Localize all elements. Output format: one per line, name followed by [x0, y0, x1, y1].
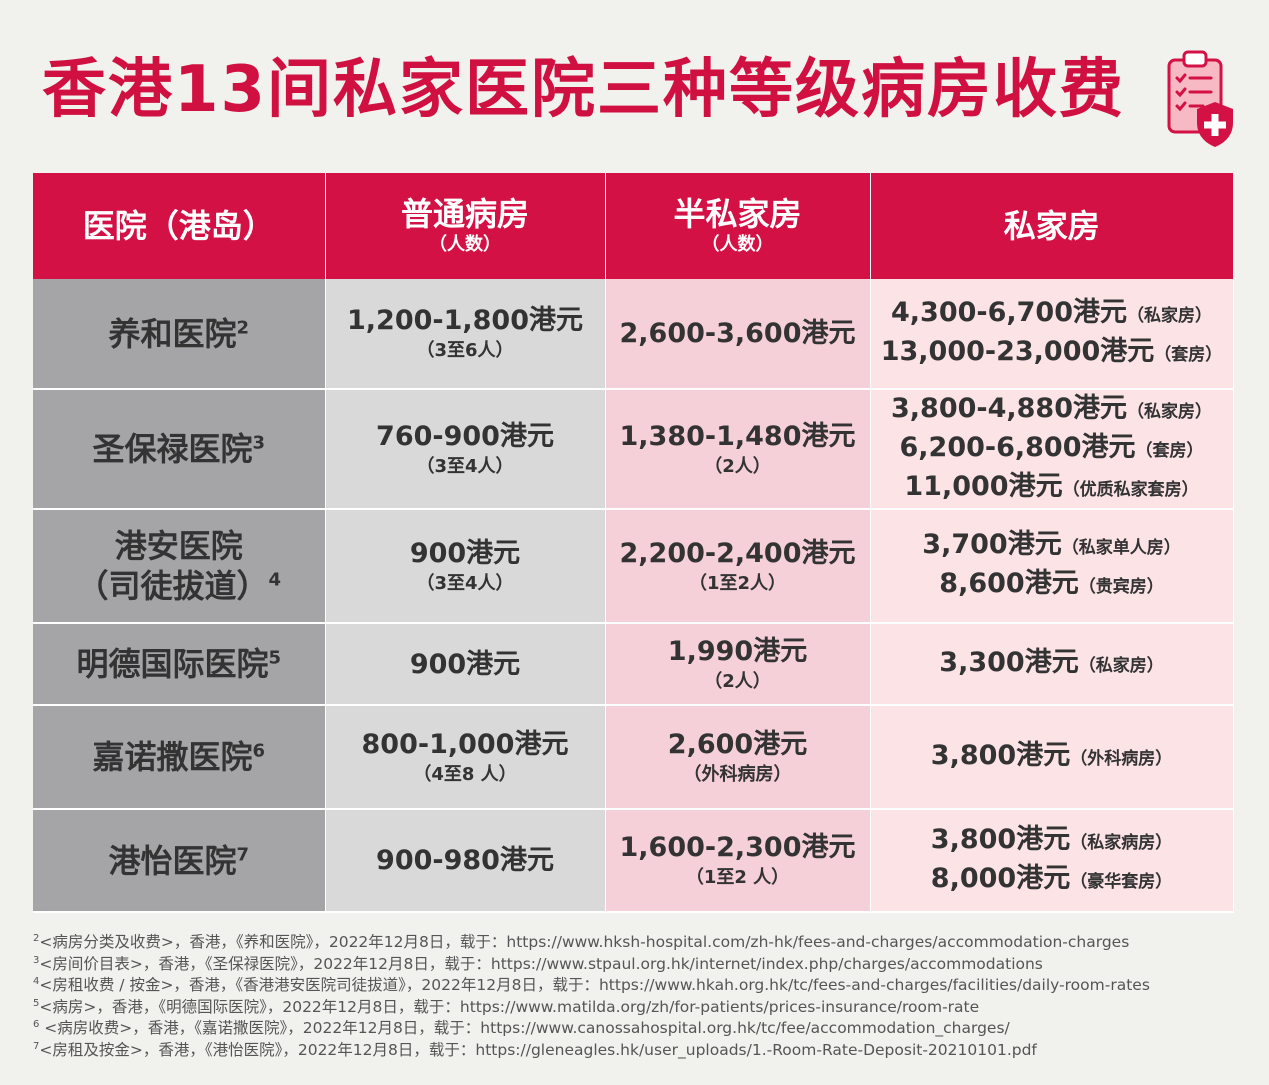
private-cell: 4,300-6,700港元（私家房） 13,000-23,000港元（套房）: [870, 279, 1234, 390]
semi-private-cell: 1,990港元 （2人）: [605, 623, 871, 706]
private-cell: 3,800港元（私家病房） 8,000港元（豪华套房）: [870, 809, 1234, 913]
header-semi-private: 半私家房 （人数）: [605, 173, 871, 279]
general-ward-cell: 760-900港元 （3至4人）: [325, 389, 606, 510]
table-row: 圣保禄医院3 760-900港元 （3至4人） 1,380-1,480港元 （2…: [33, 389, 1234, 510]
footnote: 2<病房分类及收费>，香港，《养和医院》，2022年12月8日，载于：https…: [33, 932, 1130, 951]
footnote: 6 <病房收费>，香港，《嘉诺撒医院》，2022年12月8日，载于：https:…: [33, 1018, 1010, 1037]
general-ward-cell: 900港元: [325, 623, 606, 706]
table-row: 明德国际医院5 900港元 1,990港元 （2人） 3,300港元（私家房）: [33, 623, 1234, 706]
footnotes: 2<病房分类及收费>，香港，《养和医院》，2022年12月8日，载于：https…: [33, 932, 1150, 1061]
semi-private-cell: 2,600-3,600港元: [605, 279, 871, 390]
medical-clipboard-shield-icon: [1167, 50, 1233, 147]
general-ward-cell: 1,200-1,800港元 （3至6人）: [325, 279, 606, 390]
semi-private-cell: 1,380-1,480港元 （2人）: [605, 389, 871, 510]
table-row: 嘉诺撒医院6 800-1,000港元 （4至8 人） 2,600港元 （外科病房…: [33, 705, 1234, 810]
header-private: 私家房: [870, 173, 1233, 279]
hospital-name-cell: 港安医院 （司徒拔道）4: [33, 509, 326, 624]
semi-private-cell: 2,600港元 （外科病房）: [605, 705, 871, 810]
header-general-ward: 普通病房 （人数）: [325, 173, 606, 279]
general-ward-cell: 900-980港元: [325, 809, 606, 913]
private-cell: 3,800-4,880港元（私家房） 6,200-6,800港元（套房） 11,…: [870, 389, 1234, 510]
table-header-row: 医院（港岛） 普通病房 （人数） 半私家房 （人数） 私家房: [33, 173, 1233, 279]
table-row: 港安医院 （司徒拔道）4 900港元 （3至4人） 2,200-2,400港元 …: [33, 509, 1234, 624]
semi-private-cell: 2,200-2,400港元 （1至2人）: [605, 509, 871, 624]
private-cell: 3,300港元（私家房）: [870, 623, 1234, 706]
hospital-name-cell: 明德国际医院5: [33, 623, 326, 706]
general-ward-cell: 800-1,000港元 （4至8 人）: [325, 705, 606, 810]
footnote: 3<房间价目表>，香港，《圣保禄医院》，2022年12月8日，载于：https:…: [33, 954, 1043, 973]
footnote: 7<房租及按金>，香港，《港怡医院》，2022年12月8日，载于：https:/…: [33, 1040, 1037, 1059]
table-row: 养和医院2 1,200-1,800港元 （3至6人） 2,600-3,600港元…: [33, 279, 1234, 390]
table-row: 港怡医院7 900-980港元 1,600-2,300港元 （1至2 人） 3,…: [33, 809, 1234, 913]
private-cell: 3,800港元（外科病房）: [870, 705, 1234, 810]
private-cell: 3,700港元（私家单人房） 8,600港元（贵宾房）: [870, 509, 1234, 624]
semi-private-cell: 1,600-2,300港元 （1至2 人）: [605, 809, 871, 913]
general-ward-cell: 900港元 （3至4人）: [325, 509, 606, 624]
footnote: 4<房租收费 / 按金>，香港，《香港港安医院司徒拔道》，2022年12月8日，…: [33, 975, 1150, 994]
hospital-name-cell: 港怡医院7: [33, 809, 326, 913]
hospital-name-cell: 圣保禄医院3: [33, 389, 326, 510]
hospital-name-cell: 养和医院2: [33, 279, 326, 390]
header-hospital: 医院（港岛）: [33, 173, 326, 279]
fees-table: 医院（港岛） 普通病房 （人数） 半私家房 （人数） 私家房 养和医院2 1,2…: [33, 173, 1234, 913]
hospital-name-cell: 嘉诺撒医院6: [33, 705, 326, 810]
footnote: 5<病房>，香港，《明德国际医院》，2022年12月8日，载于：https://…: [33, 997, 980, 1016]
page-title: 香港13间私家医院三种等级病房收费: [42, 53, 1126, 127]
